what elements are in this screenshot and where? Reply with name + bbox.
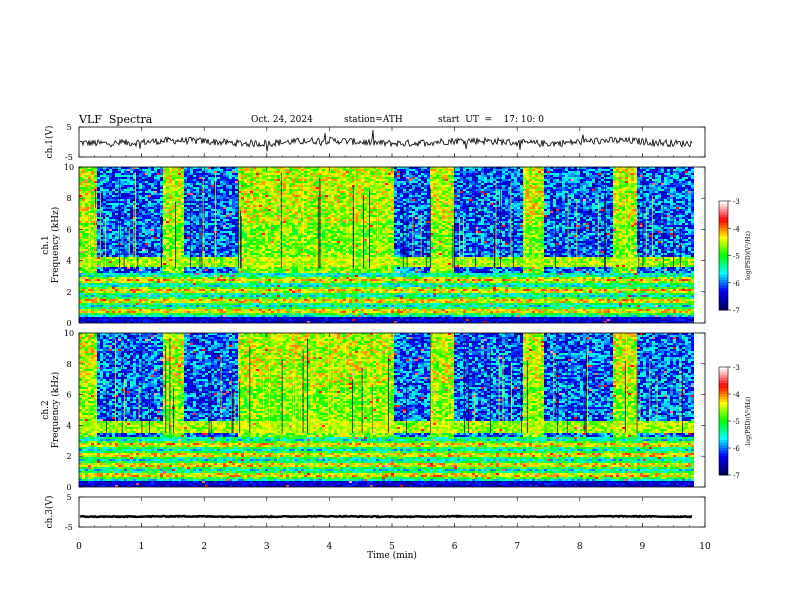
x-tick-label: 2 <box>201 542 207 552</box>
channel-label: ch.2 <box>41 400 51 419</box>
x-tick-label: 4 <box>327 542 333 552</box>
y-tick-label: 0 <box>66 483 71 492</box>
ch1-waveform-trace <box>80 130 692 152</box>
colorbar-label: log(PSD)(V²/Hz) <box>745 397 752 446</box>
x-tick-label: 1 <box>139 542 145 552</box>
colorbar-tick-label: -7 <box>733 307 740 315</box>
y-axis-label: Frequency (kHz) <box>50 372 61 449</box>
ch1-waveform-frame <box>79 127 705 157</box>
y-tick-label: 6 <box>66 225 71 234</box>
colorbar-tick-label: -7 <box>733 472 740 480</box>
ch1-spectrogram-heatmap-cells <box>79 167 694 323</box>
y-tick-label: 8 <box>66 194 71 203</box>
x-tick-label: 9 <box>640 542 646 552</box>
ch1-spectrogram-colorbar <box>719 201 731 311</box>
colorbar-tick-label: -6 <box>733 280 740 288</box>
vlf-spectra-figure: 5 -5 ch.1(V) -3 -4 -5 -6 -7 log(PSD)(V²/Hz) 0 2 4 6 8… <box>0 0 792 612</box>
colorbar-label: log(PSD)(V²/Hz) <box>745 231 752 280</box>
x-tick-label: 10 <box>699 542 711 552</box>
colorbar-tick-label: -3 <box>733 364 740 372</box>
ch3-waveform-trace <box>80 516 692 517</box>
y-tick-label: 8 <box>66 360 71 369</box>
y-tick-label: -5 <box>65 153 73 162</box>
colorbar-tick-label: -6 <box>733 445 740 453</box>
y-tick-label: -5 <box>65 523 73 532</box>
colorbar-tick-label: -5 <box>733 418 740 426</box>
y-tick-label: 5 <box>66 123 71 132</box>
x-tick-label: 0 <box>76 542 82 552</box>
ch1-waveform-panel <box>79 127 705 157</box>
colorbar-tick-label: -4 <box>733 391 740 399</box>
y-axis-label: ch.1(V) <box>44 126 55 159</box>
y-tick-label: 2 <box>66 288 71 297</box>
colorbar-tick-label: -4 <box>733 225 740 233</box>
x-tick-label: 6 <box>452 542 458 552</box>
ch3-waveform-frame <box>79 497 705 527</box>
channel-label: ch.1 <box>41 235 51 254</box>
x-tick-label: 7 <box>514 542 520 552</box>
colorbar-tick-label: -3 <box>733 198 740 206</box>
colorbar-tick-label: -5 <box>733 253 740 261</box>
y-tick-label: 2 <box>66 452 71 461</box>
y-tick-label: 10 <box>64 163 74 172</box>
ch1-spectrogram-panel <box>79 167 731 323</box>
y-tick-label: 4 <box>66 421 71 430</box>
ch2-spectrogram-colorbar <box>719 367 731 476</box>
x-axis-label: Time (min) <box>367 550 417 561</box>
y-tick-label: 4 <box>66 257 71 266</box>
y-tick-label: 10 <box>64 329 74 338</box>
y-axis-label: ch.3(V) <box>44 496 55 529</box>
ch3-waveform-panel <box>79 497 705 527</box>
y-tick-label: 5 <box>66 493 71 502</box>
y-tick-label: 0 <box>66 319 71 328</box>
y-axis-label: Frequency (kHz) <box>50 207 61 284</box>
y-tick-label: 6 <box>66 391 71 400</box>
ch2-spectrogram-heatmap-cells <box>79 333 694 487</box>
ch2-spectrogram-panel <box>79 333 731 487</box>
x-tick-label: 8 <box>577 542 583 552</box>
x-tick-label: 3 <box>264 542 270 552</box>
